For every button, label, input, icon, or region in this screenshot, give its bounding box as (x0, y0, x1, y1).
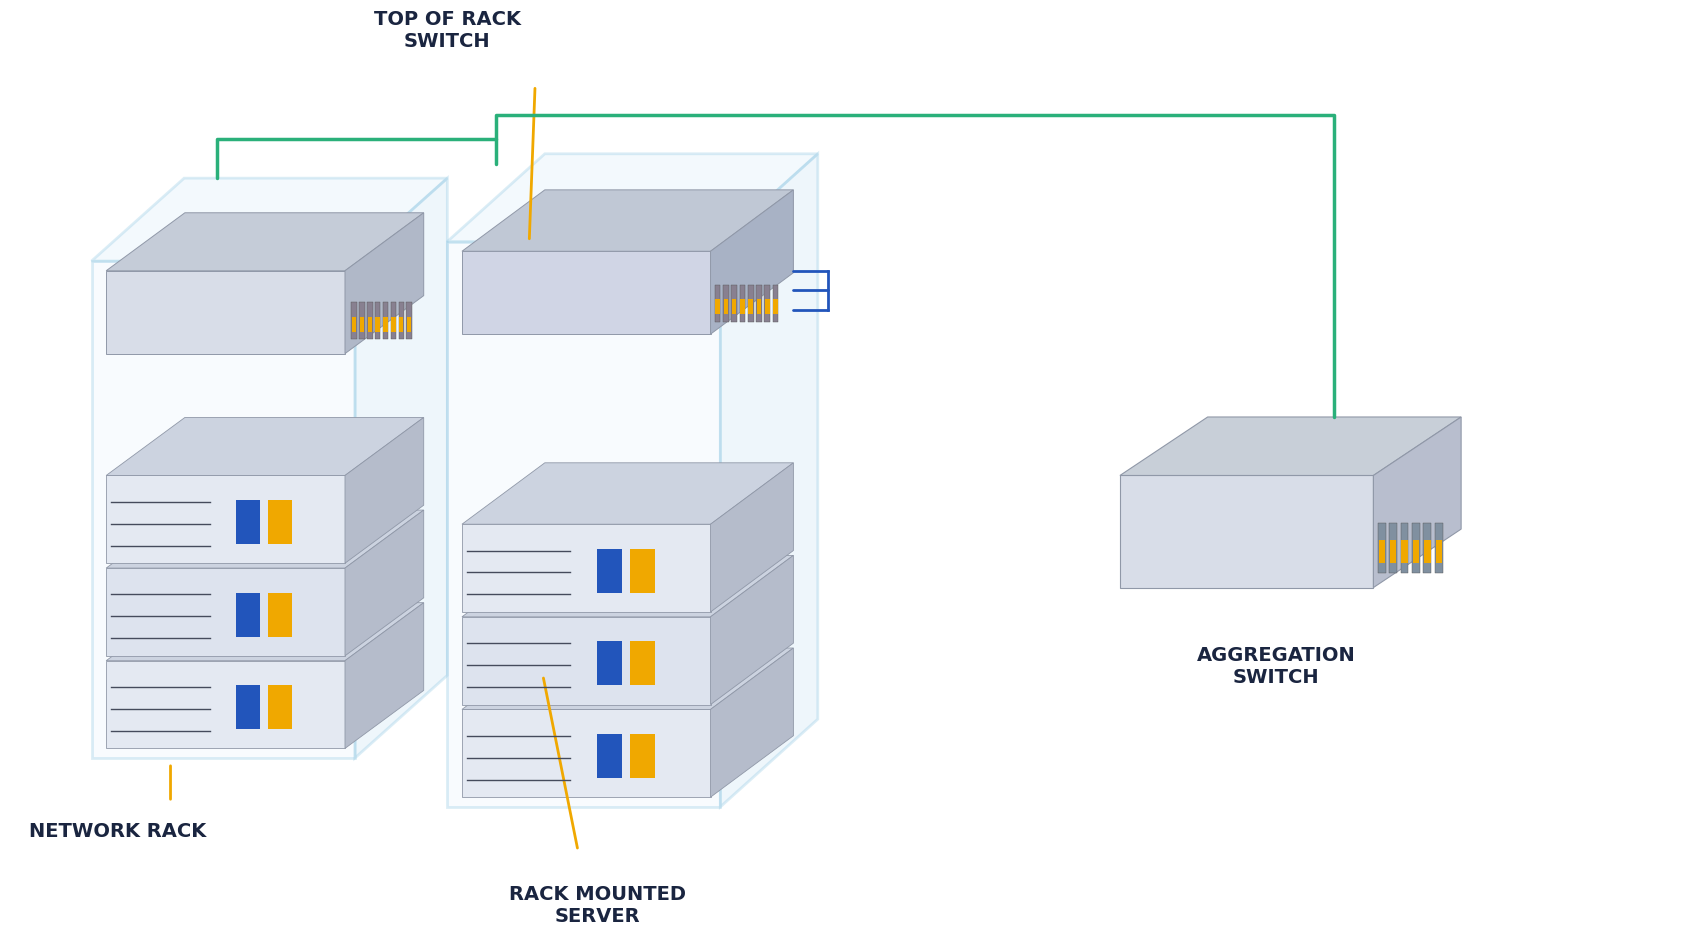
Polygon shape (391, 302, 396, 339)
Polygon shape (92, 261, 355, 758)
Polygon shape (105, 510, 423, 568)
Text: TOP OF RACK
SWITCH: TOP OF RACK SWITCH (374, 10, 521, 51)
Polygon shape (105, 602, 423, 661)
Polygon shape (268, 685, 292, 729)
Polygon shape (351, 302, 357, 339)
Polygon shape (1119, 476, 1372, 587)
Polygon shape (345, 213, 423, 354)
Polygon shape (1413, 540, 1418, 563)
Polygon shape (1389, 522, 1396, 573)
Polygon shape (1433, 522, 1442, 573)
Polygon shape (105, 417, 423, 476)
Polygon shape (105, 213, 423, 271)
Polygon shape (345, 417, 423, 563)
Polygon shape (367, 317, 372, 331)
Polygon shape (268, 593, 292, 637)
Polygon shape (358, 302, 365, 339)
Polygon shape (462, 524, 710, 612)
Polygon shape (355, 178, 447, 758)
Polygon shape (462, 190, 793, 251)
Polygon shape (447, 241, 720, 807)
Polygon shape (1372, 417, 1460, 587)
Polygon shape (630, 641, 654, 685)
Polygon shape (1423, 522, 1430, 573)
Polygon shape (710, 556, 793, 705)
Polygon shape (236, 500, 260, 544)
Polygon shape (462, 463, 793, 524)
Polygon shape (598, 548, 621, 593)
Polygon shape (630, 548, 654, 593)
Polygon shape (1399, 522, 1408, 573)
Polygon shape (1423, 540, 1430, 563)
Polygon shape (382, 302, 389, 339)
Polygon shape (739, 285, 745, 322)
Polygon shape (236, 685, 260, 729)
Text: AGGREGATION
SWITCH: AGGREGATION SWITCH (1195, 646, 1355, 687)
Polygon shape (715, 285, 720, 322)
Polygon shape (375, 317, 380, 331)
Polygon shape (462, 556, 793, 617)
Polygon shape (345, 510, 423, 655)
Polygon shape (462, 709, 710, 797)
Polygon shape (756, 285, 761, 322)
Polygon shape (345, 602, 423, 749)
Polygon shape (1119, 417, 1460, 476)
Polygon shape (773, 300, 778, 315)
Polygon shape (399, 302, 404, 339)
Polygon shape (1377, 522, 1386, 573)
Polygon shape (367, 302, 372, 339)
Polygon shape (351, 317, 357, 331)
Polygon shape (105, 568, 345, 655)
Polygon shape (740, 300, 744, 315)
Polygon shape (462, 251, 710, 334)
Polygon shape (391, 317, 396, 331)
Polygon shape (720, 154, 817, 807)
Polygon shape (730, 285, 737, 322)
Polygon shape (92, 178, 447, 261)
Polygon shape (630, 734, 654, 777)
Polygon shape (447, 154, 817, 241)
Polygon shape (1401, 540, 1408, 563)
Polygon shape (1435, 540, 1442, 563)
Polygon shape (105, 271, 345, 354)
Polygon shape (764, 300, 769, 315)
Polygon shape (715, 300, 720, 315)
Polygon shape (236, 593, 260, 637)
Polygon shape (773, 285, 778, 322)
Polygon shape (764, 285, 769, 322)
Polygon shape (105, 661, 345, 749)
Polygon shape (723, 285, 728, 322)
Polygon shape (710, 648, 793, 797)
Polygon shape (710, 190, 793, 334)
Polygon shape (105, 476, 345, 563)
Polygon shape (384, 317, 387, 331)
Polygon shape (1389, 540, 1396, 563)
Polygon shape (399, 317, 402, 331)
Polygon shape (1377, 540, 1384, 563)
Polygon shape (462, 648, 793, 709)
Polygon shape (598, 641, 621, 685)
Polygon shape (710, 463, 793, 612)
Polygon shape (406, 302, 411, 339)
Polygon shape (268, 500, 292, 544)
Polygon shape (747, 300, 752, 315)
Polygon shape (598, 734, 621, 777)
Polygon shape (462, 617, 710, 705)
Polygon shape (360, 317, 363, 331)
Polygon shape (747, 285, 754, 322)
Polygon shape (756, 300, 761, 315)
Polygon shape (1411, 522, 1420, 573)
Polygon shape (732, 300, 735, 315)
Polygon shape (375, 302, 380, 339)
Polygon shape (723, 300, 728, 315)
Polygon shape (408, 317, 411, 331)
Text: RACK MOUNTED
SERVER: RACK MOUNTED SERVER (509, 884, 686, 926)
Text: NETWORK RACK: NETWORK RACK (29, 821, 207, 841)
